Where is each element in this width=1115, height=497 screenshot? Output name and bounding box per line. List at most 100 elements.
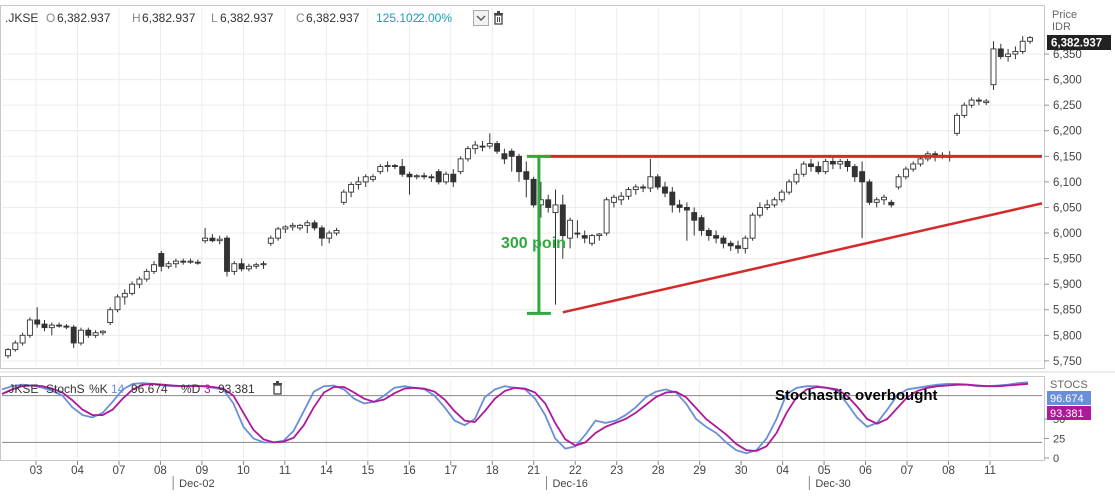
candle-up-body [968, 99, 975, 106]
candle [216, 235, 223, 245]
candle-up-body [231, 263, 238, 272]
stochastic-series [1, 381, 1029, 455]
candle [654, 174, 661, 190]
x-tick-label: 04 [776, 465, 789, 477]
candle [800, 161, 807, 177]
x-tick-label: 11 [279, 465, 291, 477]
candle-up-body [143, 270, 150, 280]
candle-up-body [136, 278, 143, 285]
high-value: 6,382.937 [142, 11, 196, 25]
candle [362, 174, 369, 187]
candle-down-body [494, 143, 501, 152]
open-value: 6,382.937 [57, 11, 111, 25]
price-tick-label: 5,850 [1053, 305, 1082, 317]
price-tick-label: 6,150 [1053, 151, 1082, 163]
candle [829, 157, 836, 170]
candle-down-body [808, 163, 814, 167]
x-tick-label: 09 [196, 465, 209, 477]
candle [457, 156, 464, 175]
candle [180, 258, 187, 265]
k-value: 96.674 [131, 382, 168, 396]
x-tick-label: 21 [527, 465, 540, 477]
candle-up-body [216, 238, 223, 242]
candle-down-body [311, 222, 318, 229]
candle-up-body [589, 235, 595, 244]
d-value: 93.381 [218, 382, 255, 396]
candle [486, 133, 493, 149]
candle [1019, 36, 1026, 55]
k-badge-value: 96.674 [1050, 393, 1084, 405]
price-tick-label: 6,350 [1053, 49, 1082, 61]
d-value-badge: 93.381 [1047, 406, 1091, 420]
candle-down-body [581, 235, 588, 239]
candle-down-body [851, 166, 858, 178]
candle [516, 153, 522, 182]
candle-up-body [1005, 53, 1012, 58]
candle-down-body [713, 235, 720, 239]
ohlc-header: .JKSE O 6,382.937 H 6,382.937 L 6,382.93… [5, 10, 503, 26]
price-y-axis: 5,750 5,800 5,850 5,900 5,950 6,000 6,050 6,100… [1044, 49, 1082, 368]
candle [348, 181, 355, 198]
candle [92, 330, 99, 338]
stoch-tick-label: 0 [1053, 453, 1059, 465]
candle [917, 156, 924, 167]
trash-icon[interactable] [494, 11, 503, 25]
candle-down-body [662, 186, 668, 194]
change-value: 125.102 [376, 11, 420, 25]
candle-down-body [516, 155, 522, 173]
candle-up-body [121, 292, 128, 298]
candle [63, 324, 70, 330]
candle [873, 197, 880, 208]
candle-up-body [764, 204, 771, 208]
chevron-down-icon[interactable] [473, 10, 489, 26]
candle-down-body [85, 329, 92, 336]
candle-down-body [34, 319, 41, 325]
candle-down-body [698, 217, 705, 231]
candle [676, 199, 683, 213]
candle-up-body [151, 264, 157, 272]
candle [202, 227, 209, 244]
candle [735, 240, 741, 254]
candle-down-body [508, 150, 515, 157]
candle-down-body [735, 245, 741, 249]
k-value-badge: 96.674 [1047, 391, 1091, 405]
candle-up-body [873, 199, 880, 203]
x-tick-label: 15 [361, 465, 374, 477]
candle-up-body [282, 226, 289, 230]
price-gridlines [2, 8, 1042, 366]
candle-up-body [917, 158, 924, 165]
candle [662, 181, 668, 198]
overbought-annotation: Stochastic overbought [775, 387, 938, 404]
candle [727, 240, 734, 251]
candle-down-body [727, 242, 734, 247]
candle [151, 261, 157, 274]
candle [990, 41, 997, 90]
price-tick-label: 6,300 [1053, 75, 1082, 87]
candle [895, 174, 902, 190]
candle [318, 225, 325, 246]
candle-up-body [596, 233, 603, 237]
candle-down-body [41, 323, 48, 329]
candle [377, 163, 384, 175]
candle [589, 234, 595, 246]
candle-up-body [384, 165, 391, 167]
candle [581, 230, 588, 244]
price-tick-label: 6,200 [1053, 126, 1082, 138]
price-tick-label: 5,900 [1053, 279, 1082, 291]
candle-down-body [318, 227, 325, 239]
candle [311, 220, 318, 231]
low-label: L [211, 11, 218, 25]
candle [815, 161, 822, 175]
trash-icon[interactable] [273, 381, 282, 395]
candle [910, 161, 917, 172]
candle [851, 163, 858, 182]
candle-up-body [603, 199, 610, 234]
x-tick-label: 06 [859, 465, 872, 477]
candle-up-body [742, 237, 749, 249]
candle-down-body [224, 237, 230, 272]
candle [129, 281, 136, 296]
candle [647, 158, 654, 193]
candle-down-body [888, 201, 895, 206]
candle [340, 189, 347, 205]
